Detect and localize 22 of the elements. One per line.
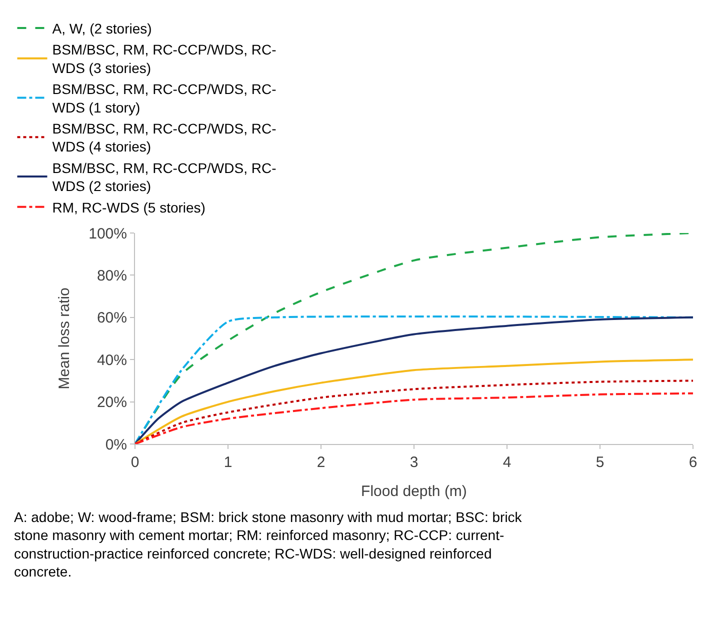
x-tick-label: 3 xyxy=(410,454,418,471)
x-tick-label: 5 xyxy=(596,454,604,471)
y-tick-label: 0% xyxy=(105,436,127,454)
y-tick-label: 80% xyxy=(96,267,127,284)
y-tick-label: 100% xyxy=(88,225,127,242)
y-tick-label: 40% xyxy=(96,352,127,369)
x-tick-label: 2 xyxy=(316,454,326,471)
legend-label: A, W, (2 stories) xyxy=(52,20,152,37)
y-tick-label: 20% xyxy=(96,394,127,412)
legend-label: BSM/BSC, RM, RC-CCP/WDS, RC-WDS (3 stories) xyxy=(52,42,277,76)
x-tick-label: 6 xyxy=(688,454,698,471)
x-axis-title: Flood depth (m) xyxy=(361,483,467,500)
text: A: adobe; W: wood-frame; BSM: brick stone masonry with mud mortar; BSC: brick stone masonry with cement mortar; RM: reinforced masonry; RC-CCP: current-construction-practice reinforced concrete; RC-WDS: well-designed reinforced concrete. xyxy=(14,509,523,580)
legend-label: BSM/BSC, RM, RC-CCP/WDS, RC-WDS (1 story) xyxy=(52,81,277,116)
legend-label: BSM/BSC, RM, RC-CCP/WDS, RC-WDS (2 stories) xyxy=(52,160,277,194)
x-tick-label: 4 xyxy=(502,454,512,471)
y-tick-label: 60% xyxy=(96,310,127,327)
x-tick-label: 1 xyxy=(224,454,232,471)
y-axis-title: Mean loss ratio xyxy=(56,288,73,390)
x-tick-label: 0 xyxy=(130,454,140,471)
legend-label: RM, RC-WDS (5 stories) xyxy=(52,199,206,216)
legend-label: BSM/BSC, RM, RC-CCP/WDS, RC-WDS (4 stories) xyxy=(52,120,277,155)
